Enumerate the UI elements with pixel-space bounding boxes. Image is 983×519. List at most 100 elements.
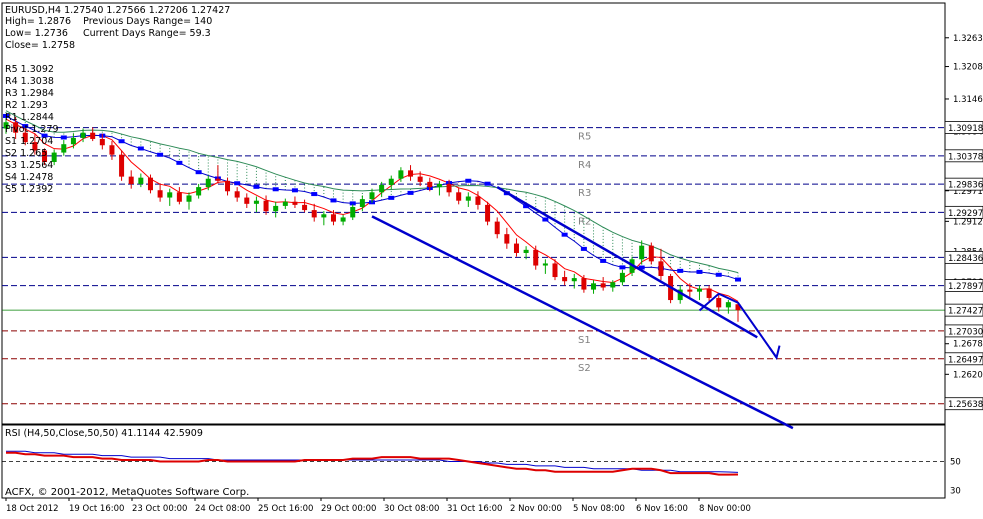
trend-block-marker <box>465 178 472 183</box>
candle-body[interactable] <box>494 221 500 235</box>
candle-body[interactable] <box>147 177 153 191</box>
candle-body[interactable] <box>253 200 259 204</box>
candle-body[interactable] <box>42 150 48 162</box>
candle-body[interactable] <box>648 245 654 262</box>
candle-body[interactable] <box>340 217 346 222</box>
candle-body[interactable] <box>379 184 385 193</box>
candle-body[interactable] <box>234 191 240 198</box>
candle-body[interactable] <box>186 195 192 202</box>
trend-block-marker <box>407 190 414 195</box>
time-tick-label: 29 Oct 00:00 <box>321 504 376 514</box>
candle-body[interactable] <box>51 152 57 162</box>
candle-body[interactable] <box>311 210 317 218</box>
candle-body[interactable] <box>90 132 96 139</box>
candle-body[interactable] <box>658 261 664 276</box>
candle-body[interactable] <box>542 263 548 266</box>
candle-body[interactable] <box>244 197 250 204</box>
candle-body[interactable] <box>302 204 308 211</box>
candle-body[interactable] <box>32 142 38 151</box>
time-tick-label: 2 Nov 00:00 <box>510 504 562 514</box>
candle-body[interactable] <box>562 277 568 282</box>
rsi-tick-label: 30 <box>950 487 961 497</box>
pivot-item-r4: R4 1.3038 <box>5 76 54 87</box>
candle-body[interactable] <box>523 249 529 253</box>
trend-block-marker <box>118 139 125 144</box>
candle-body[interactable] <box>196 187 202 196</box>
candle-body[interactable] <box>600 283 606 288</box>
candle-body[interactable] <box>80 132 86 138</box>
candle-body[interactable] <box>687 289 693 292</box>
candle-body[interactable] <box>282 201 288 206</box>
candle-body[interactable] <box>677 289 683 301</box>
candle-body[interactable] <box>552 263 558 278</box>
price-tick-label: 1.32085 <box>953 63 983 73</box>
candle-body[interactable] <box>119 154 125 177</box>
candle-body[interactable] <box>22 132 28 143</box>
pivot-item-s3: S3 1.2564 <box>5 160 53 171</box>
candle-body[interactable] <box>167 192 173 198</box>
candle-body[interactable] <box>591 283 597 290</box>
pivot-level-label: R3 <box>578 188 591 199</box>
candle-body[interactable] <box>436 183 442 188</box>
candle-body[interactable] <box>533 249 539 266</box>
candle-body[interactable] <box>99 138 105 146</box>
candle-body[interactable] <box>706 288 712 298</box>
candle-body[interactable] <box>456 192 462 201</box>
time-tick-label: 19 Oct 16:00 <box>69 504 124 514</box>
trend-block-marker <box>253 184 260 189</box>
candle-body[interactable] <box>321 214 327 218</box>
price-tag-label: 1.30378 <box>948 152 983 162</box>
candle-body[interactable] <box>292 201 298 205</box>
candle-body[interactable] <box>263 200 269 212</box>
main-plot-frame[interactable] <box>1 2 946 425</box>
candle-body[interactable] <box>225 180 231 192</box>
candle-body[interactable] <box>388 178 394 185</box>
candle-body[interactable] <box>619 272 625 283</box>
candle-body[interactable] <box>398 170 404 179</box>
candle-body[interactable] <box>485 204 491 222</box>
candle-body[interactable] <box>369 192 375 200</box>
pivot-item-s5: S5 1.2392 <box>5 184 53 195</box>
candle-body[interactable] <box>157 190 163 198</box>
candle-body[interactable] <box>359 199 365 207</box>
candle-body[interactable] <box>417 176 423 182</box>
candle-body[interactable] <box>696 288 702 292</box>
candle-body[interactable] <box>109 145 115 155</box>
candle-body[interactable] <box>735 304 741 311</box>
candle-body[interactable] <box>716 297 722 308</box>
candle-body[interactable] <box>176 192 182 202</box>
candle-body[interactable] <box>61 144 67 153</box>
candle-body[interactable] <box>350 206 356 218</box>
time-tick-label: 25 Oct 16:00 <box>258 504 313 514</box>
candle-body[interactable] <box>581 278 587 290</box>
price-tag-box <box>944 324 983 338</box>
candle-body[interactable] <box>427 181 433 188</box>
candle-body[interactable] <box>13 122 19 133</box>
candle-body[interactable] <box>610 282 616 288</box>
candle-body[interactable] <box>3 122 9 129</box>
time-tick-label: 24 Oct 08:00 <box>195 504 250 514</box>
candle-body[interactable] <box>446 183 452 193</box>
candle-body[interactable] <box>639 245 645 260</box>
trend-block-marker <box>60 135 67 140</box>
candle-body[interactable] <box>725 302 731 308</box>
candle-body[interactable] <box>330 214 336 222</box>
candle-body[interactable] <box>215 178 221 181</box>
pivot-item-r5: R5 1.3092 <box>5 64 54 75</box>
candle-body[interactable] <box>205 178 211 188</box>
candle-body[interactable] <box>571 278 577 282</box>
candle-body[interactable] <box>138 177 144 184</box>
candle-body[interactable] <box>475 196 481 205</box>
candle-body[interactable] <box>465 196 471 201</box>
trend-block-marker <box>542 217 549 222</box>
candle-body[interactable] <box>273 205 279 212</box>
candle-body[interactable] <box>70 137 76 145</box>
trend-block-marker <box>157 152 164 157</box>
candle-body[interactable] <box>504 234 510 244</box>
candle-body[interactable] <box>128 176 134 184</box>
candle-body[interactable] <box>513 243 519 253</box>
trend-block-marker <box>600 258 607 263</box>
candle-body[interactable] <box>408 170 414 177</box>
pivot-level-label: R5 <box>578 132 591 143</box>
